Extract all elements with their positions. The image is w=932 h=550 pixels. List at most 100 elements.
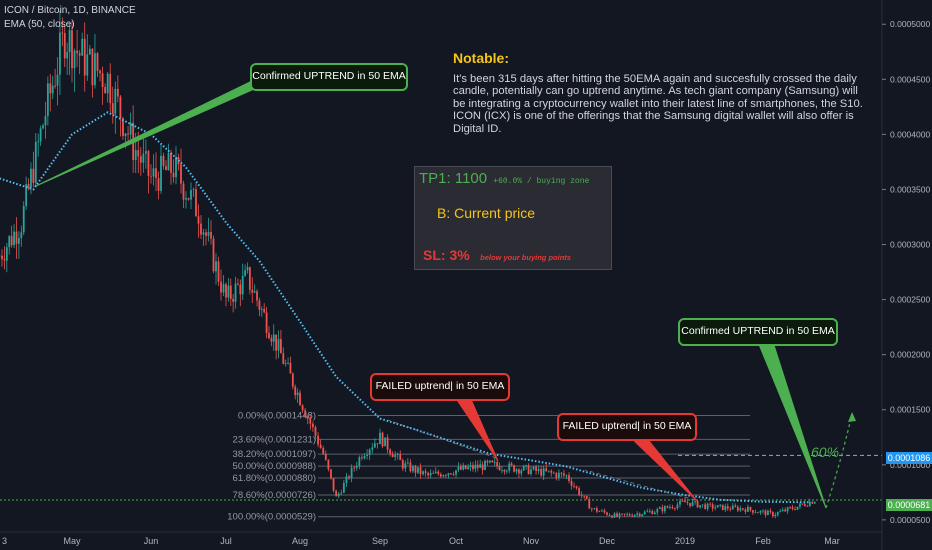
candle-body: [401, 460, 404, 469]
callout-arrows: [35, 81, 856, 509]
candle-body: [59, 32, 61, 75]
candle-body: [289, 362, 292, 374]
candle-body: [355, 465, 358, 468]
y-tick-label: 0.0001500: [890, 405, 930, 415]
candle-body: [227, 285, 230, 298]
candle-body: [729, 508, 732, 510]
candle-body: [54, 85, 57, 87]
candle-body: [277, 339, 280, 351]
candle-body: [379, 432, 381, 445]
candle-body: [137, 150, 140, 157]
candle-body: [513, 465, 515, 472]
candle-body: [268, 333, 270, 339]
candle-body: [192, 189, 195, 191]
candle-body: [484, 460, 486, 470]
y-tick-label: 0.0003000: [890, 240, 930, 250]
candle-body: [237, 283, 239, 285]
candle-body: [806, 505, 809, 507]
candle-body: [791, 507, 794, 510]
candle-body: [71, 30, 73, 69]
buy-label: B: Current price: [437, 205, 536, 221]
candle-body: [555, 473, 558, 478]
arrow-failed-1: [454, 396, 499, 462]
candle-body: [296, 392, 299, 396]
candle-body: [258, 300, 261, 310]
y-tick-label: 0.0002500: [890, 295, 930, 305]
candle-body: [99, 70, 101, 74]
candle-body: [167, 153, 170, 171]
candle-body: [263, 308, 266, 313]
candle-body: [808, 501, 811, 507]
candle-body: [658, 507, 661, 509]
candle-body: [568, 475, 570, 481]
candle-body: [314, 427, 317, 436]
candle-body: [547, 470, 550, 472]
candle-body: [134, 150, 137, 161]
sl-label: SL: 3%: [423, 247, 470, 263]
candle-body: [525, 465, 528, 466]
candle-body: [232, 298, 235, 302]
candle-body: [417, 467, 419, 473]
candle-body: [496, 462, 499, 467]
candle-body: [563, 473, 565, 476]
candle-body: [424, 471, 427, 473]
candle-body: [479, 464, 482, 468]
candle-body: [646, 511, 649, 513]
candle-body: [215, 261, 217, 272]
candle-body: [42, 125, 44, 129]
candle-body: [631, 515, 634, 517]
candle-body: [220, 281, 222, 293]
candle-body: [348, 476, 350, 479]
candle-body: [578, 488, 581, 495]
callout-confirmed-top: Confirmed UPTREND in 50 EMA: [250, 63, 408, 91]
candle-body: [17, 238, 20, 244]
trade-plan-box: TP1: 1100 +60.0% / buying zone B: Curren…: [414, 166, 612, 270]
percent-label: 60%: [811, 444, 840, 460]
candle-body: [381, 432, 384, 447]
candle-body: [10, 236, 13, 246]
candle-body: [76, 50, 78, 54]
candle-body: [165, 165, 167, 171]
candle-body: [152, 168, 155, 177]
candle-body: [109, 73, 112, 104]
candle-body: [200, 223, 202, 235]
candle-body: [633, 514, 636, 517]
candle-body: [726, 506, 729, 509]
candle-body: [486, 460, 489, 463]
candle-body: [711, 504, 714, 509]
candle-body: [229, 285, 232, 299]
candle-body: [275, 334, 278, 351]
candle-body: [56, 74, 59, 86]
tp-note: +60.0% / buying zone: [493, 177, 590, 186]
candle-body: [585, 496, 588, 500]
candle-body: [306, 416, 309, 419]
x-tick-label: Dec: [599, 536, 616, 546]
candle-body: [312, 423, 314, 428]
candle-body: [601, 510, 603, 512]
fib-level-label: 61.80%(0.0000880): [233, 473, 316, 484]
candle-body: [455, 470, 457, 475]
candle-body: [422, 471, 424, 475]
fib-level-label: 100.00%(0.0000529): [227, 512, 316, 523]
candle-body: [32, 168, 35, 183]
candle-body: [83, 38, 86, 76]
candle-body: [139, 156, 142, 163]
candle-body: [545, 468, 548, 472]
notable-panel: Notable: It's been 315 days after hittin…: [453, 51, 863, 136]
candle-body: [391, 453, 394, 458]
candle-body: [774, 514, 777, 517]
candle-body: [595, 508, 598, 512]
candle-body: [510, 463, 513, 466]
candle-body: [481, 464, 484, 470]
candle-body: [317, 435, 319, 445]
candle-body: [628, 514, 631, 516]
candle-body: [207, 231, 210, 236]
candle-body: [3, 259, 6, 261]
fib-level-label: 23.60%(0.0001231): [233, 434, 316, 445]
candle-body: [299, 392, 301, 406]
candle-body: [427, 472, 430, 476]
candle-body: [46, 83, 49, 117]
candle-body: [210, 231, 212, 239]
projection-arrowhead: [848, 412, 856, 422]
x-tick-label: Jul: [220, 536, 232, 546]
